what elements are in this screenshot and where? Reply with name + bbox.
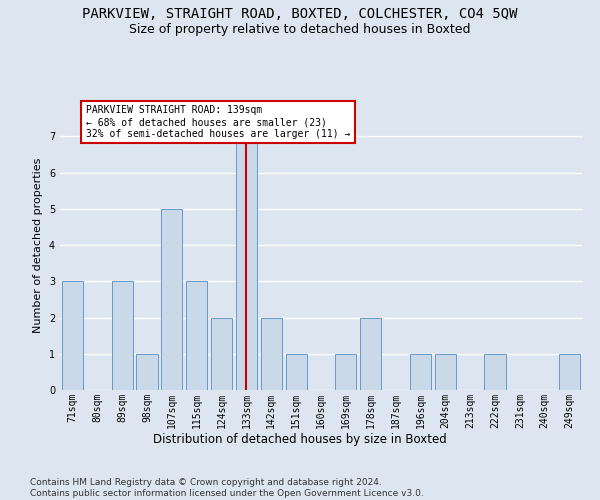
Bar bbox=[211, 318, 232, 390]
Bar bbox=[484, 354, 506, 390]
Text: Size of property relative to detached houses in Boxted: Size of property relative to detached ho… bbox=[129, 22, 471, 36]
Bar bbox=[410, 354, 431, 390]
Y-axis label: Number of detached properties: Number of detached properties bbox=[34, 158, 43, 332]
Text: Distribution of detached houses by size in Boxted: Distribution of detached houses by size … bbox=[153, 432, 447, 446]
Bar bbox=[161, 209, 182, 390]
Bar bbox=[559, 354, 580, 390]
Bar bbox=[286, 354, 307, 390]
Bar bbox=[236, 136, 257, 390]
Bar bbox=[112, 281, 133, 390]
Text: Contains HM Land Registry data © Crown copyright and database right 2024.
Contai: Contains HM Land Registry data © Crown c… bbox=[30, 478, 424, 498]
Bar bbox=[360, 318, 381, 390]
Text: PARKVIEW STRAIGHT ROAD: 139sqm
← 68% of detached houses are smaller (23)
32% of : PARKVIEW STRAIGHT ROAD: 139sqm ← 68% of … bbox=[86, 106, 350, 138]
Bar bbox=[62, 281, 83, 390]
Bar bbox=[335, 354, 356, 390]
Bar bbox=[136, 354, 158, 390]
Text: PARKVIEW, STRAIGHT ROAD, BOXTED, COLCHESTER, CO4 5QW: PARKVIEW, STRAIGHT ROAD, BOXTED, COLCHES… bbox=[82, 8, 518, 22]
Bar bbox=[261, 318, 282, 390]
Bar bbox=[186, 281, 207, 390]
Bar bbox=[435, 354, 456, 390]
